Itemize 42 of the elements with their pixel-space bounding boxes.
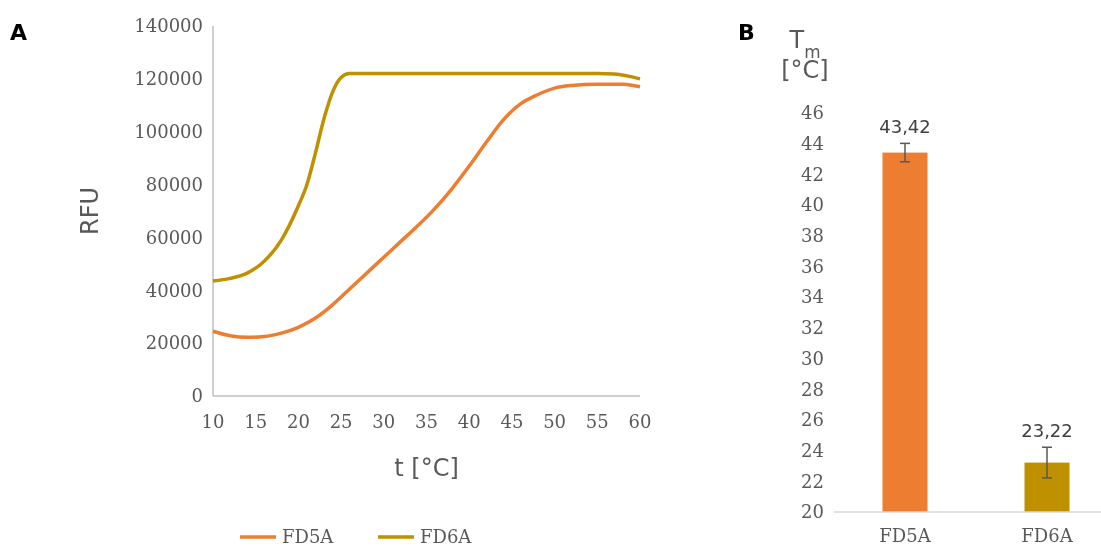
x-tick-label: 50 [543, 411, 567, 432]
y-tick-label: 140000 [134, 15, 203, 37]
y-axis-title: RFU [76, 186, 104, 236]
y-tick-label: 46 [801, 102, 824, 124]
y-tick-label: 80000 [145, 173, 203, 195]
y-tick-label: 34 [801, 286, 824, 308]
y-tick-label: 20000 [145, 332, 203, 354]
x-tick-label: 40 [457, 411, 481, 432]
y-tick-label: 36 [801, 255, 824, 277]
x-tick-label: 30 [372, 411, 396, 432]
y-tick-label: 0 [191, 385, 203, 407]
x-axis-title: t [°C] [394, 454, 459, 482]
x-tick-label: 20 [286, 411, 310, 432]
y-axis-title: T$_{m}$ [°C] [781, 26, 829, 84]
y-tick-label: 20 [801, 501, 824, 523]
y-tick-label: 120000 [134, 68, 203, 90]
y-tick-label: 30 [801, 347, 824, 369]
y-tick-label: 38 [801, 225, 824, 247]
x-tick-label: 35 [415, 411, 438, 432]
data-label: 23,22 [1021, 420, 1073, 442]
x-tick-label: 25 [329, 411, 353, 432]
text: A [10, 20, 28, 45]
y-tick-label: 60000 [145, 226, 203, 248]
y-tick-label: 24 [801, 439, 824, 461]
y-tick-label: 32 [801, 317, 824, 339]
y-tick-label: 22 [801, 470, 824, 492]
y-tick-label: 44 [801, 132, 824, 154]
y-tick-label: 100000 [134, 121, 203, 143]
data-label: 43,42 [879, 116, 931, 138]
line-series [211, 71, 642, 283]
x-tick-label: 10 [201, 411, 225, 432]
y-tick-label: 26 [801, 409, 824, 431]
y-tick-label: 40000 [145, 279, 203, 301]
y-tick-label: 40 [801, 194, 824, 216]
y-tick-label: 42 [801, 163, 824, 185]
y-tick-label: 28 [801, 378, 824, 400]
chart-title: B [738, 20, 755, 45]
line-series [211, 82, 642, 340]
x-tick-label: 60 [628, 411, 652, 432]
x-tick-label: 45 [500, 411, 524, 432]
x-tick-label: 55 [585, 411, 609, 432]
x-tick-label: 15 [244, 411, 268, 432]
